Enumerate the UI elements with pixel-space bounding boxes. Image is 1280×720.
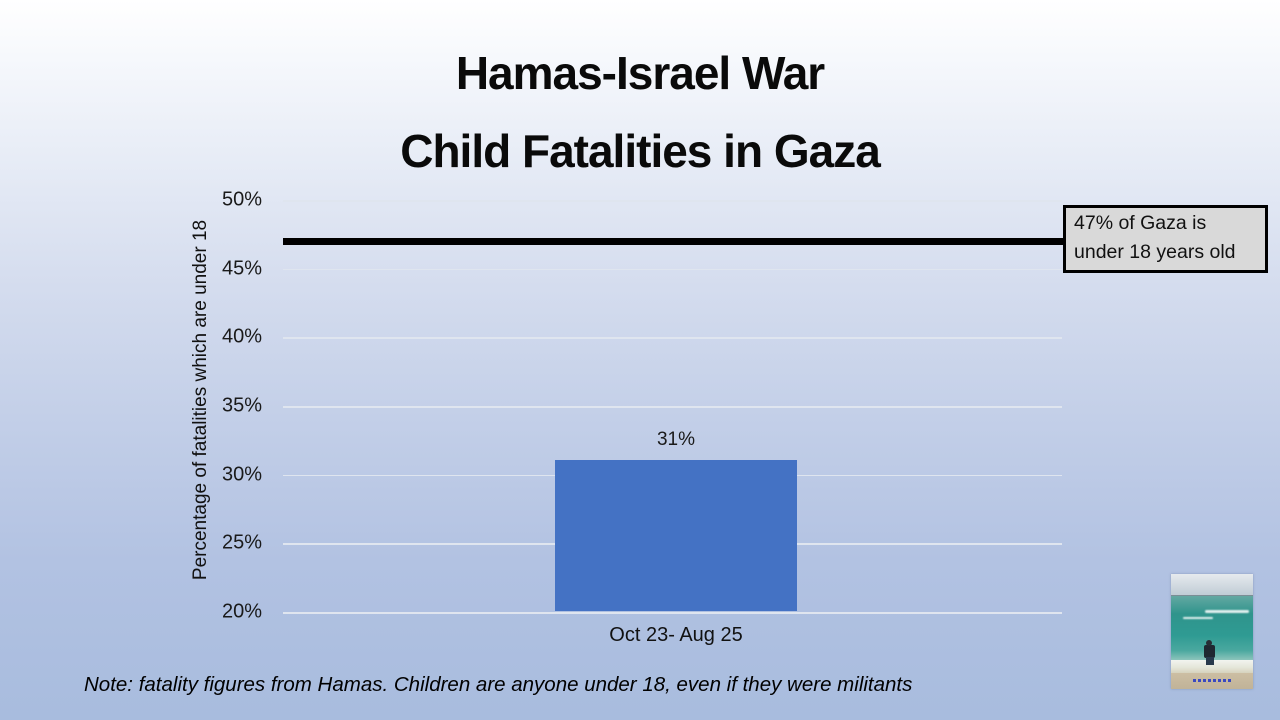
bar-oct23-aug25[interactable] [555,459,797,611]
photo-sky [1171,574,1253,595]
y-tick-45: 45% [221,257,262,280]
slide-title-line1: Hamas-Israel War [455,47,825,99]
y-tick-50: 50% [221,188,262,211]
callout-line2: under 18 years old [1074,241,1236,263]
beach-photo [1171,574,1253,689]
reference-callout-box: 47% of Gaza is under 18 years old [1063,205,1268,273]
person-head [1206,640,1212,646]
photo-surf-foam [1171,660,1253,673]
gridline-35 [283,406,1062,408]
person-legs [1206,657,1214,665]
photo-wave [1183,617,1213,619]
callout-line1: 47% of Gaza is [1074,212,1207,234]
y-tick-20: 20% [221,600,262,623]
gridline-20 [283,612,1062,614]
y-tick-40: 40% [221,325,262,348]
y-tick-35: 35% [221,394,262,417]
person-silhouette [1204,645,1215,658]
slide-title: Hamas-Israel War Child Fatalities in Gaz… [0,34,1280,190]
gridline-40 [283,337,1062,339]
slide-title-line2: Child Fatalities in Gaza [400,125,881,177]
gridline-50 [283,200,1062,202]
footnote: Note: fatality figures from Hamas. Child… [84,673,913,696]
y-tick-30: 30% [221,463,262,486]
photo-watermark [1193,679,1233,682]
x-axis-category-label: Oct 23- Aug 25 [609,624,743,646]
bar-data-label: 31% [656,428,696,450]
plot-area: 31% Oct 23- Aug 25 [283,200,1064,646]
y-tick-25: 25% [221,531,262,554]
gridline-45 [283,268,1062,271]
photo-wave [1205,610,1249,613]
y-axis-tick-labels: 50% 45% 40% 35% 30% 25% 20% [160,189,270,623]
reference-line-47pct [283,237,1064,245]
